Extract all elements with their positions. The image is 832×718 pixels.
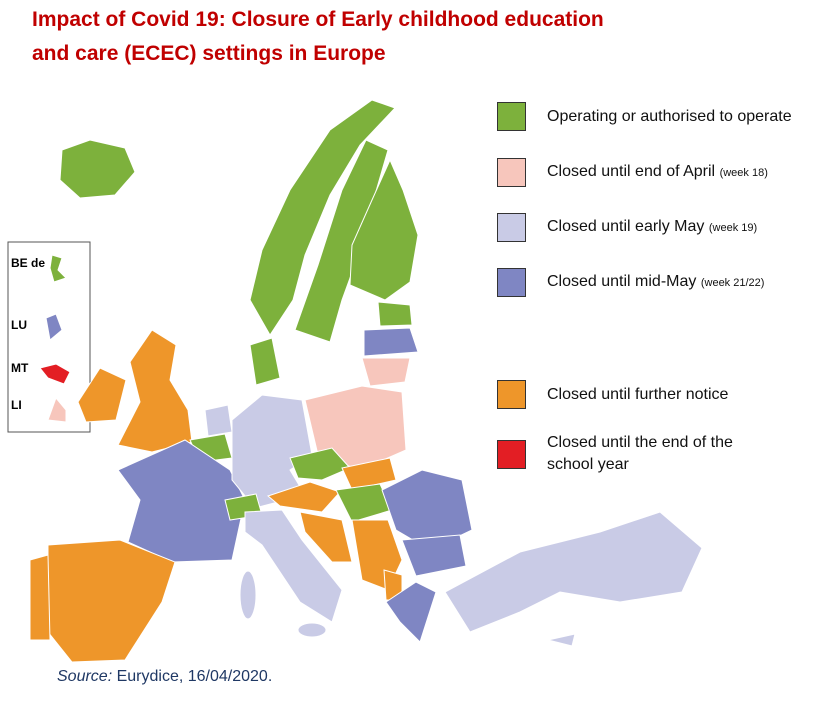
legend-label: Closed until end of April (547, 163, 716, 180)
legend-item: Closed until further notice (497, 380, 817, 409)
region (444, 511, 703, 633)
region (249, 337, 281, 386)
legend-swatch (497, 213, 526, 242)
legend-text: Closed until early May (week 19) (547, 216, 817, 239)
region (349, 158, 419, 301)
region (385, 581, 437, 643)
region (361, 357, 411, 387)
region (363, 327, 419, 357)
region (47, 539, 176, 663)
region (231, 394, 313, 509)
region (401, 534, 467, 577)
region (77, 367, 127, 423)
source-label: Source: (57, 668, 113, 685)
legend-label: Closed until mid-May (547, 273, 697, 290)
region (341, 457, 397, 491)
legend-text: Closed until mid-May (week 21/22) (547, 271, 817, 294)
inset-label: BE de (11, 256, 46, 270)
legend-note: (week 21/22) (700, 277, 765, 289)
region (49, 254, 67, 283)
region (289, 447, 351, 481)
region (297, 622, 327, 638)
region (299, 511, 353, 563)
region (244, 509, 343, 623)
region (547, 633, 576, 647)
legend-text: Closed until further notice (547, 384, 817, 406)
region (294, 139, 389, 343)
source: Source: Eurydice, 16/04/2020. (57, 668, 272, 686)
inset-label: LU (11, 318, 27, 332)
legend-swatch (497, 268, 526, 297)
region (45, 313, 63, 341)
legend-item: Operating or authorised to operate (497, 102, 817, 131)
legend-item: Closed until end of April (week 18) (497, 158, 817, 187)
legend-swatch (497, 380, 526, 409)
legend-label: Operating or authorised to operate (547, 107, 792, 125)
legend-label: Closed until the end of the school year (547, 434, 733, 473)
inset-shapes (39, 254, 71, 423)
region (204, 404, 233, 437)
title-line: Impact of Covid 19: Closure of Early chi… (32, 8, 604, 31)
region (266, 481, 341, 513)
legend-item: Closed until early May (week 19) (497, 213, 817, 242)
region (377, 301, 413, 327)
inset-label: MT (11, 361, 29, 375)
legend-text: Operating or authorised to operate (547, 106, 817, 128)
legend-text: Closed until the end of the school year (547, 432, 737, 476)
legend-item: Closed until mid-May (week 21/22) (497, 268, 817, 297)
legend-label: Closed until further notice (547, 385, 729, 403)
region (29, 554, 51, 641)
legend-note: (week 19) (708, 222, 758, 234)
legend-item: Closed until the end of the school year (497, 432, 737, 476)
source-text: Eurydice, 16/04/2020. (116, 668, 273, 685)
legend-note: (week 18) (719, 167, 768, 179)
region (59, 139, 136, 199)
region (249, 99, 396, 336)
region (117, 439, 246, 563)
region (381, 469, 473, 551)
inset-label: LI (11, 398, 22, 412)
legend-swatch (497, 439, 526, 469)
region (239, 570, 257, 620)
legend-swatch (497, 158, 526, 187)
legend-label: Closed until early May (547, 218, 705, 235)
region (47, 397, 67, 423)
countries (29, 99, 703, 663)
region (117, 329, 193, 453)
region (39, 363, 71, 385)
title-line: and care (ECEC) settings in Europe (32, 42, 386, 65)
legend-text: Closed until end of April (week 18) (547, 161, 817, 184)
legend-swatch (497, 102, 526, 131)
